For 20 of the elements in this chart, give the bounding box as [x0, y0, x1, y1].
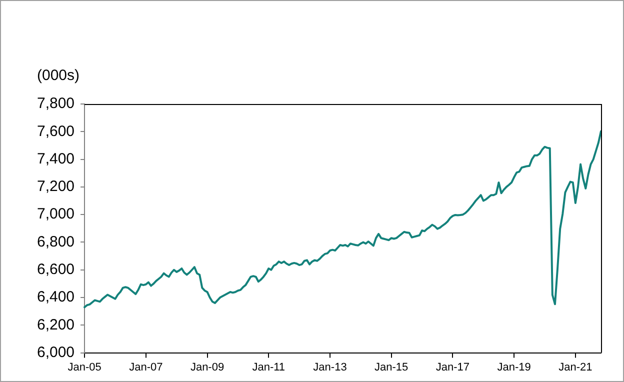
y-tick-label: 6,000 [36, 344, 75, 361]
y-tick-label: 7,800 [36, 95, 75, 112]
y-tick-label: 7,200 [36, 178, 75, 196]
x-tick-label: Jan-13 [313, 361, 347, 374]
x-tick-label: Jan-17 [436, 361, 470, 374]
x-tick-label: Jan-15 [374, 361, 408, 374]
x-tick-label: Jan-21 [558, 361, 592, 374]
y-tick-label: 6,400 [36, 288, 75, 306]
y-axis-title: (000s) [37, 67, 80, 84]
x-tick-label: Jan-05 [68, 361, 102, 374]
x-tick-label: Jan-07 [129, 361, 163, 374]
y-tick-label: 6,200 [36, 316, 75, 334]
x-tick-label: Jan-11 [252, 361, 286, 374]
y-tick-label: 7,400 [36, 150, 75, 168]
x-tick-label: Jan-19 [497, 361, 531, 374]
y-tick-label: 6,600 [36, 261, 75, 278]
x-tick-label: Jan-09 [190, 361, 224, 374]
y-tick-label: 7,000 [36, 206, 75, 223]
y-tick-label: 6,800 [36, 233, 75, 250]
y-tick-label: 7,600 [36, 122, 75, 140]
